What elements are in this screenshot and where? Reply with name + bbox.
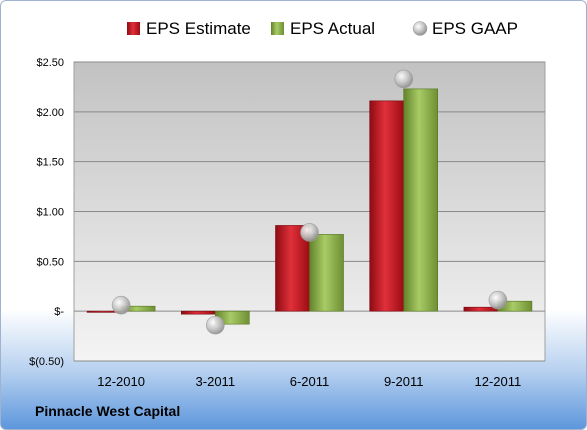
marker-eps-gaap — [206, 315, 225, 335]
x-axis: 12-2010 3-2011 6-2011 9-2011 12-2011 — [97, 374, 521, 389]
y-tick-label: $1.50 — [36, 157, 64, 169]
marker-eps-gaap — [488, 290, 508, 310]
y-tick-label: $1.00 — [36, 207, 64, 219]
legend-label: EPS GAAP — [432, 19, 518, 38]
legend: EPS Estimate EPS Actual EPS GAAP — [127, 19, 518, 38]
y-axis: $(0.50) $- $0.50 $1.00 $1.50 $2.00 $2.50 — [29, 57, 64, 368]
legend-label: EPS Actual — [290, 19, 375, 38]
bar-eps-estimate — [181, 310, 216, 315]
x-tick-label: 12-2011 — [475, 374, 522, 389]
x-tick-label: 6-2011 — [290, 374, 330, 389]
bar-eps-estimate — [369, 100, 405, 312]
legend-label: EPS Estimate — [146, 19, 251, 38]
legend-swatch — [412, 21, 428, 36]
legend-swatch — [127, 22, 140, 35]
bars — [86, 88, 533, 325]
marker-eps-gaap — [111, 295, 131, 315]
x-tick-label: 12-2010 — [97, 374, 145, 389]
y-tick-label: $- — [54, 306, 64, 318]
marker-eps-gaap — [300, 223, 319, 242]
gaap-markers — [111, 69, 508, 335]
bar-eps-actual — [309, 234, 344, 312]
x-tick-label: 3-2011 — [196, 374, 236, 389]
y-tick-label: $2.00 — [36, 107, 64, 119]
legend-swatch — [271, 22, 284, 35]
marker-eps-gaap — [394, 69, 414, 89]
company-name: Pinnacle West Capital — [35, 403, 181, 419]
x-tick-label: 9-2011 — [384, 374, 424, 389]
y-tick-label: $(0.50) — [29, 356, 64, 368]
y-tick-label: $0.50 — [36, 256, 64, 268]
y-tick-label: $2.50 — [36, 57, 64, 69]
bar-eps-actual — [403, 88, 439, 312]
